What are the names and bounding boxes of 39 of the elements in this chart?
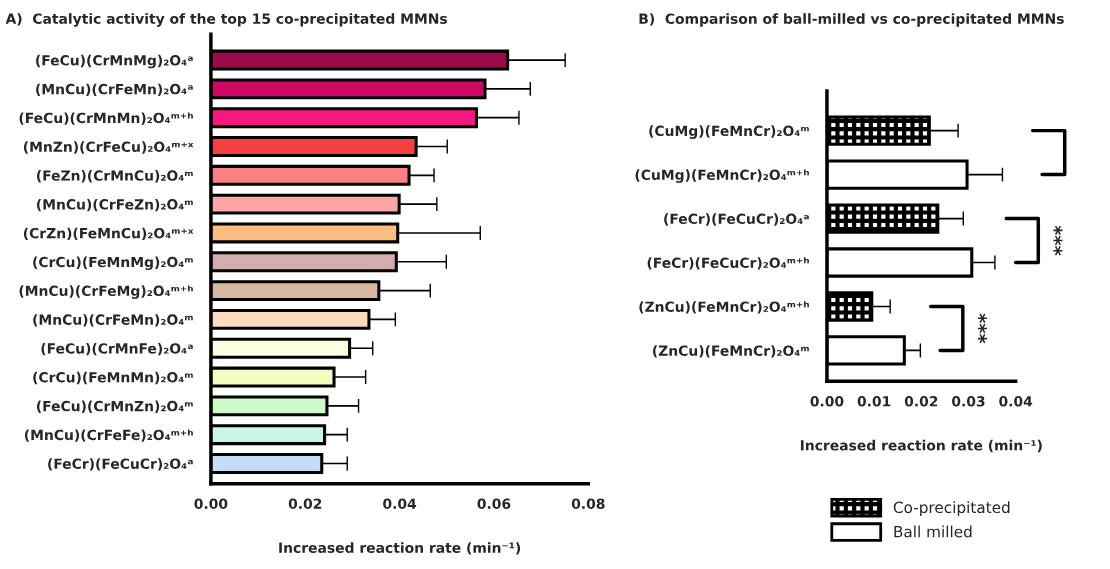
x-tick-label: 0.01 [857,396,891,407]
x-axis-title: Increased reaction rate (min⁻¹) [800,439,1042,453]
y-tick-label: (CrCu)(FeMnMg)₂O₄ᵐ [33,256,193,271]
y-tick-label: (MnCu)(CrFeMg)₂O₄ᵐ⁺ʰ [19,285,193,299]
y-tick-label: (CuMg)(FeMnCr)₂O₄ᵐ⁺ʰ [635,169,809,183]
legend-label: Co-precipitated [893,501,1010,517]
annotation: *** [977,313,987,344]
x-tick-label: 0.02 [904,396,938,407]
y-tick-label: (MnZn)(CrFeCu)₂O₄ᵐ⁺ˣ [23,141,194,154]
y-tick-label: (MnCu)(CrFeMn)₂O₄ᵃ [36,83,193,96]
y-tick-label: (FeCr)(FeCuCr)₂O₄ᵐ⁺ʰ [647,257,809,270]
y-tick-label: (FeCr)(FeCuCr)₂O₄ᵃ [48,458,193,471]
x-tick-label: 0.06 [477,498,511,509]
y-tick-label: (MnCu)(CrFeFe)₂O₄ᵐ⁺ʰ [24,429,193,442]
y-tick-label: (MnCu)(CrFeMn)₂O₄ᵐ [33,314,193,327]
y-tick-label: (FeCu)(CrMnZn)₂O₄ᵐ [37,400,193,413]
x-tick-label: 0.08 [571,498,605,509]
y-tick-label: (CrZn)(FeMnCu)₂O₄ᵐ⁺ˣ [23,227,194,241]
y-tick-label: (MnCu)(CrFeZn)₂O₄ᵐ [37,198,193,212]
text: *** [1053,225,1063,256]
y-tick-label: (ZnCu)(FeMnCr)₂O₄ᵐ [653,345,809,358]
legend-label: Ball milled [894,525,972,538]
y-tick-label: (CrCu)(FeMnMn)₂O₄ᵐ [33,371,193,385]
x-tick-label: 0.00 [810,396,844,407]
x-tick-label: 0.04 [383,498,417,509]
y-tick-label: (ZnCu)(FeMnCr)₂O₄ᵐ⁺ʰ [639,301,809,314]
y-tick-label: (FeCr)(FeCuCr)₂O₄ᵃ [664,213,809,226]
chart-title: A) Catalytic activity of the top 15 co-precipitated MMNs [5,13,448,27]
y-tick-label: (FeZn)(CrMnCu)₂O₄ᵐ [37,170,193,183]
y-tick-label: (CuMg)(FeMnCr)₂O₄ᵐ [649,125,809,139]
y-tick-label: (FeCu)(CrMnFe)₂O₄ᵃ [41,342,193,356]
x-axis-title: Increased reaction rate (min⁻¹) [279,542,521,555]
x-tick-label: 0.02 [288,498,322,509]
y-tick-label: (FeCu)(CrMnMn)₂O₄ᵐ⁺ʰ [19,112,193,125]
chart-title: B) Comparison of ball-milled vs co-precipitated MMNs [639,13,1064,27]
x-tick-label: 0.00 [194,498,228,509]
x-tick-label: 0.04 [999,396,1033,407]
x-tick-label: 0.03 [952,396,985,407]
y-tick-label: (FeCu)(CrMnMg)₂O₄ᵃ [36,54,193,69]
